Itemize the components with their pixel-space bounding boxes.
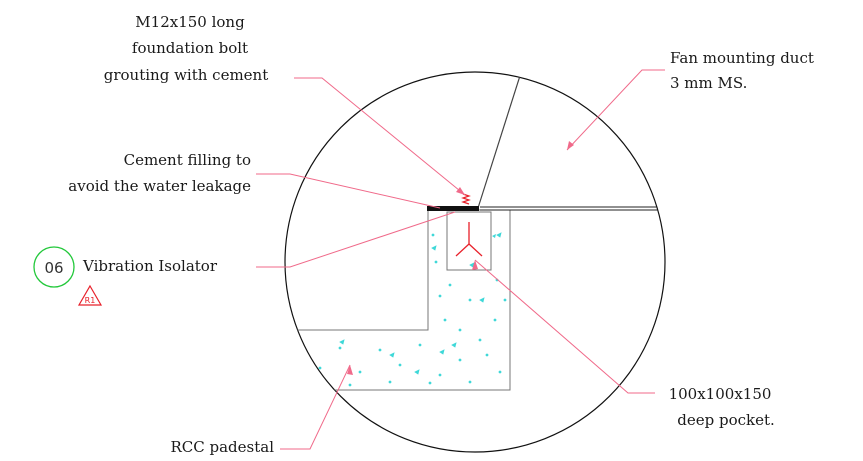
label-cement-filling-line2: avoid the water leakage [68,177,251,195]
label-padestal: RCC padestal [170,438,274,456]
label-fan-duct-line1: Fan mounting duct [670,49,814,67]
duct-wall-sloped [477,72,526,209]
revision-text: R1 [85,296,96,305]
label-vibration-isolator: Vibration Isolator [82,257,218,275]
leader-pocket [474,259,655,394]
rcc-padestal-outline [285,209,511,391]
label-foundation-bolt-line1: M12x150 long [135,13,245,31]
revision-triangle-icon [77,284,103,306]
leader-arrowheads [347,141,574,375]
label-cement-filling-line1: Cement filling to [124,151,251,169]
detail-view-circle [284,71,666,453]
pocket-hatch [492,234,496,238]
leader-foundation-bolt [294,77,466,196]
vibration-isolator-symbol [455,222,483,257]
label-pocket-line1: 100x100x150 [669,385,772,403]
concrete-hatch [298,232,507,387]
label-foundation-bolt-line2: foundation bolt [132,39,248,57]
foundation-bolt [461,193,471,205]
leader-lines [256,69,665,450]
base-plate [427,206,479,211]
detail-number-tag [33,246,75,288]
leader-fan-duct [566,69,665,151]
label-fan-duct-line2: 3 mm MS. [670,74,747,92]
leader-padestal [280,364,351,450]
leader-vibration-isolator [256,211,456,268]
pocket-outline [446,211,492,271]
label-pocket-line2: deep pocket. [677,411,775,429]
detail-number-text: 06 [44,259,63,277]
label-foundation-bolt-line3: grouting with cement [104,66,268,84]
leader-cement-filling [256,173,441,209]
